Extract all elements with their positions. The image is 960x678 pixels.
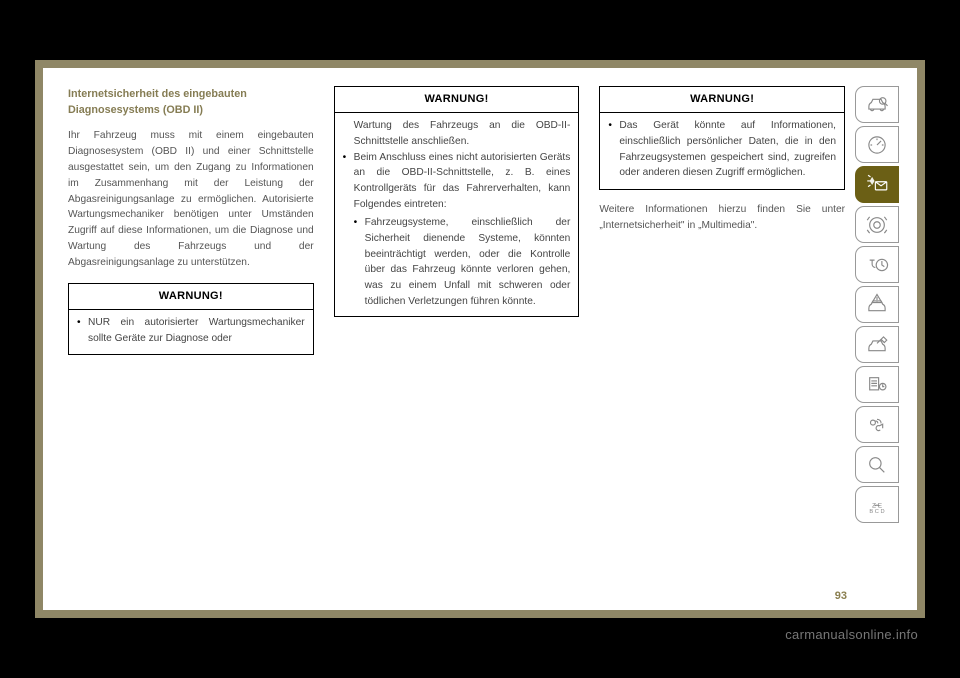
column-2: WARNUNG! Wartung des Fahrzeugs an die OB… — [334, 86, 580, 600]
tab-maintenance[interactable] — [855, 326, 899, 363]
warning-body: Das Gerät könnte auf Informationen, eins… — [600, 113, 844, 189]
warning-sub-item: Fahrzeugsysteme, einschließlich der Sich… — [343, 215, 571, 310]
warning-continuation: Wartung des Fahrzeugs an die OBD-II-Schn… — [343, 118, 571, 150]
tab-multimedia[interactable] — [855, 406, 899, 443]
warning-box-2: WARNUNG! Wartung des Fahrzeugs an die OB… — [334, 86, 580, 317]
tab-gauge[interactable] — [855, 126, 899, 163]
warning-box-3: WARNUNG! Das Gerät könnte auf Informatio… — [599, 86, 845, 190]
tab-vehicle-search[interactable] — [855, 86, 899, 123]
column-3: WARNUNG! Das Gerät könnte auf Informatio… — [599, 86, 845, 600]
tab-index[interactable] — [855, 446, 899, 483]
warning-box-1: WARNUNG! NUR ein autorisierter Wartungsm… — [68, 283, 314, 356]
warning-item: Beim Anschluss eines nicht autorisierten… — [343, 150, 571, 213]
page-number: 93 — [835, 590, 847, 602]
warning-item: Das Gerät könnte auf Informationen, eins… — [608, 118, 836, 181]
warning-title: WARNUNG! — [600, 87, 844, 113]
tab-alphabetical[interactable]: Z EB C D — [855, 486, 899, 523]
tab-starting[interactable] — [855, 246, 899, 283]
tab-specs[interactable] — [855, 366, 899, 403]
section-title: Internetsicherheit des eingebauten Diagn… — [68, 86, 314, 118]
warning-body: NUR ein autorisierter Wartungsmechaniker… — [69, 310, 313, 355]
tab-emergency[interactable] — [855, 286, 899, 323]
chapter-tabs: Z EB C D — [855, 86, 899, 600]
intro-paragraph: Ihr Fahrzeug muss mit einem eingebauten … — [68, 128, 314, 270]
warning-title: WARNUNG! — [69, 284, 313, 310]
warning-title: WARNUNG! — [335, 87, 579, 113]
page-border: Internetsicherheit des eingebauten Diagn… — [35, 60, 925, 618]
watermark: carmanualsonline.info — [785, 627, 918, 642]
column-1: Internetsicherheit des eingebauten Diagn… — [68, 86, 314, 600]
content-columns: Internetsicherheit des eingebauten Diagn… — [68, 86, 845, 600]
page-frame: Internetsicherheit des eingebauten Diagn… — [0, 0, 960, 678]
warning-body: Wartung des Fahrzeugs an die OBD-II-Schn… — [335, 113, 579, 316]
tab-safety[interactable] — [855, 206, 899, 243]
svg-text:B C D: B C D — [869, 509, 884, 515]
footer-paragraph: Weitere Informationen hierzu finden Sie … — [599, 202, 845, 234]
warning-item: NUR ein autorisierter Wartungsmechaniker… — [77, 315, 305, 347]
tab-warning-lights[interactable] — [855, 166, 899, 203]
